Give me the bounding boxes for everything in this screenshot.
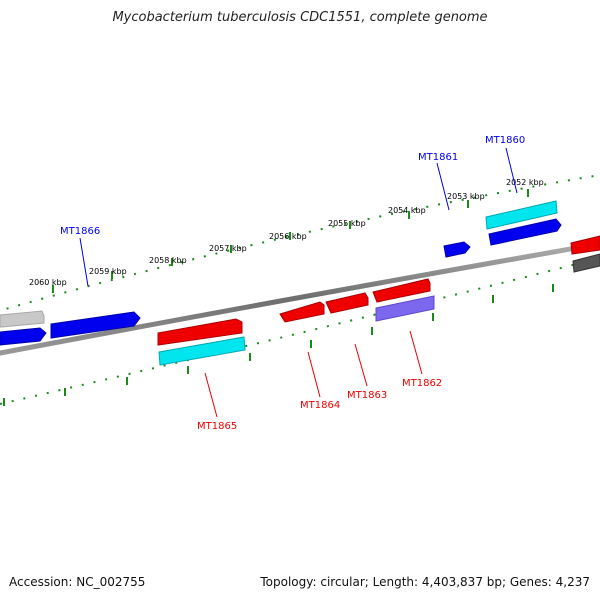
gene-label[interactable]: MT1862 <box>402 378 442 389</box>
gene-arrow-mt1863[interactable] <box>325 292 369 314</box>
forward-strand-features <box>0 200 600 346</box>
tick-label: 2058 kbp <box>149 256 187 265</box>
major-ticks <box>3 189 554 406</box>
gene-arrow-mt1862-red[interactable] <box>372 278 431 303</box>
reverse-strand-features <box>157 278 435 366</box>
gene-arrow-blue[interactable] <box>0 327 47 346</box>
gene-label[interactable]: MT1864 <box>300 400 340 411</box>
tick-label: 2057 kbp <box>209 244 247 253</box>
genome-backbone <box>0 241 600 356</box>
tick-label: 2056 kbp <box>269 232 307 241</box>
gene-label[interactable]: MT1865 <box>197 421 237 432</box>
gene-label[interactable]: MT1860 <box>485 135 525 146</box>
tick-label: 2055 kbp <box>328 219 366 228</box>
gene-arrow-mt1860[interactable] <box>488 218 562 246</box>
outer-scale-track <box>0 174 600 312</box>
gene-label[interactable]: MT1861 <box>418 152 458 163</box>
tick-labels: 2052 kbp 2053 kbp 2054 kbp 2055 kbp 2056… <box>29 178 544 287</box>
tick-label: 2052 kbp <box>506 178 544 187</box>
map-title: Mycobacterium tuberculosis CDC1551, comp… <box>112 10 488 25</box>
tick-label: 2060 kbp <box>29 278 67 287</box>
tick-label: 2053 kbp <box>447 192 485 201</box>
gene-labels: MT1860 MT1861 MT1866 MT1862 MT1863 MT186… <box>60 135 525 432</box>
gene-arrow-grey[interactable] <box>0 310 45 328</box>
accession-text: Accession: NC_002755 <box>9 575 146 589</box>
gene-arrow-cyan-lower[interactable] <box>158 336 246 366</box>
gene-arrow-mt1861[interactable] <box>443 241 471 258</box>
topology-text: Topology: circular; Length: 4,403,837 bp… <box>260 575 590 589</box>
gene-arrow-mt1865[interactable] <box>157 318 243 346</box>
gene-arrow-mt1866[interactable] <box>50 311 141 339</box>
label-leaders <box>79 147 518 418</box>
gene-arrow-mt1862-slate[interactable] <box>375 295 435 322</box>
gene-label[interactable]: MT1863 <box>347 390 387 401</box>
gene-label[interactable]: MT1866 <box>60 226 100 237</box>
gene-arrow-dark-edge[interactable] <box>572 253 600 273</box>
gene-arrow-mt1864[interactable] <box>279 301 325 323</box>
gene-arrow-cyan-upper[interactable] <box>485 200 558 230</box>
gene-arrow-red-edge[interactable] <box>570 235 600 255</box>
tick-label: 2054 kbp <box>388 206 426 215</box>
tick-label: 2059 kbp <box>89 267 127 276</box>
